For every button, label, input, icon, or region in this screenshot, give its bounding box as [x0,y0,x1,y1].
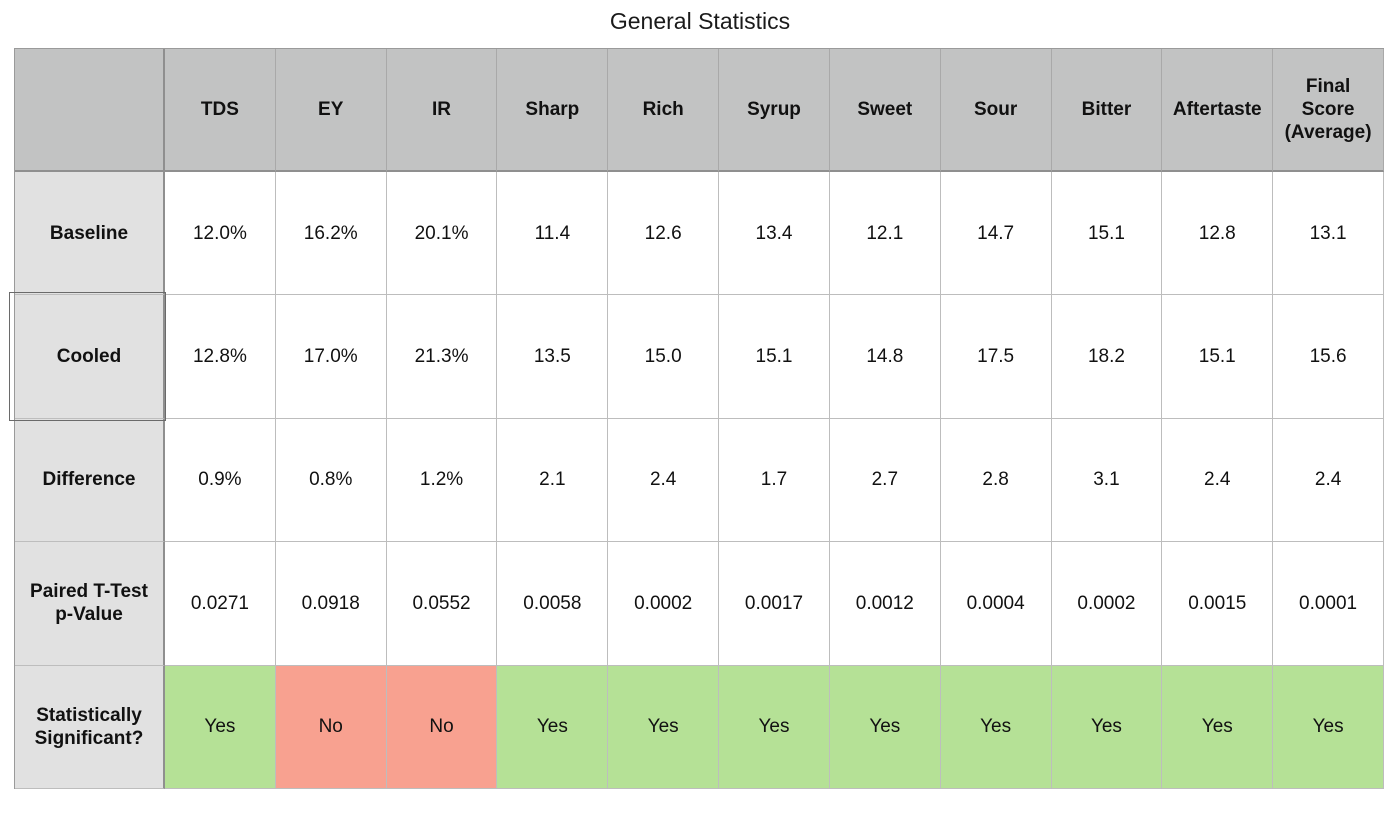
cell-cooled-rich[interactable]: 15.0 [608,295,720,419]
cell-cooled-tds[interactable]: 12.8% [165,295,276,419]
column-header-rich-line: Rich [642,99,684,120]
cell-statistically-significant-ir[interactable]: No [386,665,498,789]
column-header-final-score-average[interactable]: Final Score (Average) [1273,49,1384,172]
table-title: General Statistics [609,8,791,34]
cell-paired-t-test-p-value-bitter[interactable]: 0.0002 [1051,542,1163,666]
cell-paired-t-test-p-value-aftertaste[interactable]: 0.0015 [1162,542,1274,666]
row-header-cooled-line: Cooled [56,346,122,368]
column-header-sharp[interactable]: Sharp [497,49,609,172]
cell-difference-rich[interactable]: 2.4 [608,418,720,543]
column-header-sour[interactable]: Sour [940,49,1052,172]
cell-baseline-sweet[interactable]: 12.1 [829,172,941,296]
cell-baseline-sour[interactable]: 14.7 [940,172,1052,296]
row-header-baseline[interactable]: Baseline [15,172,165,296]
cell-statistically-significant-sweet[interactable]: Yes [829,665,941,789]
cell-cooled-syrup[interactable]: 15.1 [719,295,830,419]
column-header-tds[interactable]: TDS [165,49,276,172]
cell-cooled-final-score-average[interactable]: 15.6 [1273,295,1384,419]
row-header-difference[interactable]: Difference [15,418,165,543]
cell-baseline-ey[interactable]: 16.2% [275,172,387,296]
cell-difference-bitter[interactable]: 3.1 [1051,418,1163,543]
cell-baseline-final-score-average[interactable]: 13.1 [1273,172,1384,296]
cell-statistically-significant-final-score-average[interactable]: Yes [1273,665,1384,789]
column-header-sweet[interactable]: Sweet [829,49,941,172]
column-header-syrup[interactable]: Syrup [719,49,830,172]
cell-statistically-significant-bitter[interactable]: Yes [1051,665,1163,789]
cell-statistically-significant-syrup[interactable]: Yes [719,665,830,789]
column-header-final-score-average-line: (Average) [1284,122,1372,143]
statistics-table: TDS EY IR Sharp Rich Syrup Sweet Sour Bitter Afte… [14,48,1384,789]
cell-difference-syrup[interactable]: 1.7 [719,418,830,543]
column-header-ey[interactable]: EY [275,49,387,172]
cell-cooled-sharp[interactable]: 13.5 [497,295,609,419]
cell-paired-t-test-p-value-rich[interactable]: 0.0002 [608,542,720,666]
cell-paired-t-test-p-value-ir[interactable]: 0.0552 [386,542,498,666]
cell-paired-t-test-p-value-sweet[interactable]: 0.0012 [829,542,941,666]
cell-difference-sweet[interactable]: 2.7 [829,418,941,543]
cell-paired-t-test-p-value-final-score-average[interactable]: 0.0001 [1273,542,1384,666]
cell-statistically-significant-tds[interactable]: Yes [165,665,276,789]
cell-difference-sour[interactable]: 2.8 [940,418,1052,543]
cell-paired-t-test-p-value-syrup[interactable]: 0.0017 [719,542,830,666]
cell-baseline-tds[interactable]: 12.0% [165,172,276,296]
row-header-statistically-significant-line: Statistically [36,704,142,726]
column-header-sweet-line: Sweet [857,99,913,120]
column-header-ir[interactable]: IR [386,49,498,172]
column-header-bitter[interactable]: Bitter [1051,49,1163,172]
column-header-syrup-line: Syrup [747,99,801,120]
column-header-aftertaste-line: Aftertaste [1172,99,1262,120]
column-header-aftertaste[interactable]: Aftertaste [1162,49,1274,172]
row-header-statistically-significant[interactable]: Statistically Significant? [15,665,165,789]
cell-cooled-sweet[interactable]: 14.8 [829,295,941,419]
column-header-ey-line: EY [318,99,344,120]
cell-paired-t-test-p-value-sour[interactable]: 0.0004 [940,542,1052,666]
row-header-paired-t-test-p-value-line: Paired T-Test [30,581,148,603]
cell-difference-sharp[interactable]: 2.1 [497,418,609,543]
cell-baseline-sharp[interactable]: 11.4 [497,172,609,296]
cell-statistically-significant-sour[interactable]: Yes [940,665,1052,789]
cell-cooled-ir[interactable]: 21.3% [386,295,498,419]
column-header-sharp-line: Sharp [525,99,580,120]
cell-statistically-significant-ey[interactable]: No [275,665,387,789]
column-header-bitter-line: Bitter [1081,99,1132,120]
column-header-sour-line: Sour [973,99,1018,120]
cell-difference-aftertaste[interactable]: 2.4 [1162,418,1274,543]
cell-paired-t-test-p-value-sharp[interactable]: 0.0058 [497,542,609,666]
column-header-tds-line: TDS [200,99,239,120]
cell-statistically-significant-sharp[interactable]: Yes [497,665,609,789]
cell-statistically-significant-aftertaste[interactable]: Yes [1162,665,1274,789]
row-header-difference-line: Difference [42,469,136,491]
cell-baseline-ir[interactable]: 20.1% [386,172,498,296]
row-header-baseline-line: Baseline [49,222,129,244]
cell-baseline-syrup[interactable]: 13.4 [719,172,830,296]
corner-cell [15,49,165,172]
column-header-ir-line: IR [432,99,452,120]
column-header-rich[interactable]: Rich [608,49,720,172]
row-header-cooled[interactable]: Cooled [15,295,165,419]
cell-cooled-bitter[interactable]: 18.2 [1051,295,1163,419]
row-header-statistically-significant-line: Significant? [34,727,144,749]
row-header-paired-t-test-p-value-line: p-Value [55,604,123,626]
cell-baseline-bitter[interactable]: 15.1 [1051,172,1163,296]
cell-paired-t-test-p-value-tds[interactable]: 0.0271 [165,542,276,666]
cell-cooled-aftertaste[interactable]: 15.1 [1162,295,1274,419]
cell-cooled-sour[interactable]: 17.5 [940,295,1052,419]
row-header-paired-t-test-p-value[interactable]: Paired T-Test p-Value [15,542,165,666]
cell-baseline-rich[interactable]: 12.6 [608,172,720,296]
column-header-final-score-average-line: Score [1301,99,1355,120]
cell-paired-t-test-p-value-ey[interactable]: 0.0918 [275,542,387,666]
cell-baseline-aftertaste[interactable]: 12.8 [1162,172,1274,296]
cell-difference-ey[interactable]: 0.8% [275,418,387,543]
cell-cooled-ey[interactable]: 17.0% [275,295,387,419]
column-header-final-score-average-line: Final [1305,76,1351,97]
cell-difference-ir[interactable]: 1.2% [386,418,498,543]
cell-statistically-significant-rich[interactable]: Yes [608,665,720,789]
cell-difference-final-score-average[interactable]: 2.4 [1273,418,1384,543]
cell-difference-tds[interactable]: 0.9% [165,418,276,543]
